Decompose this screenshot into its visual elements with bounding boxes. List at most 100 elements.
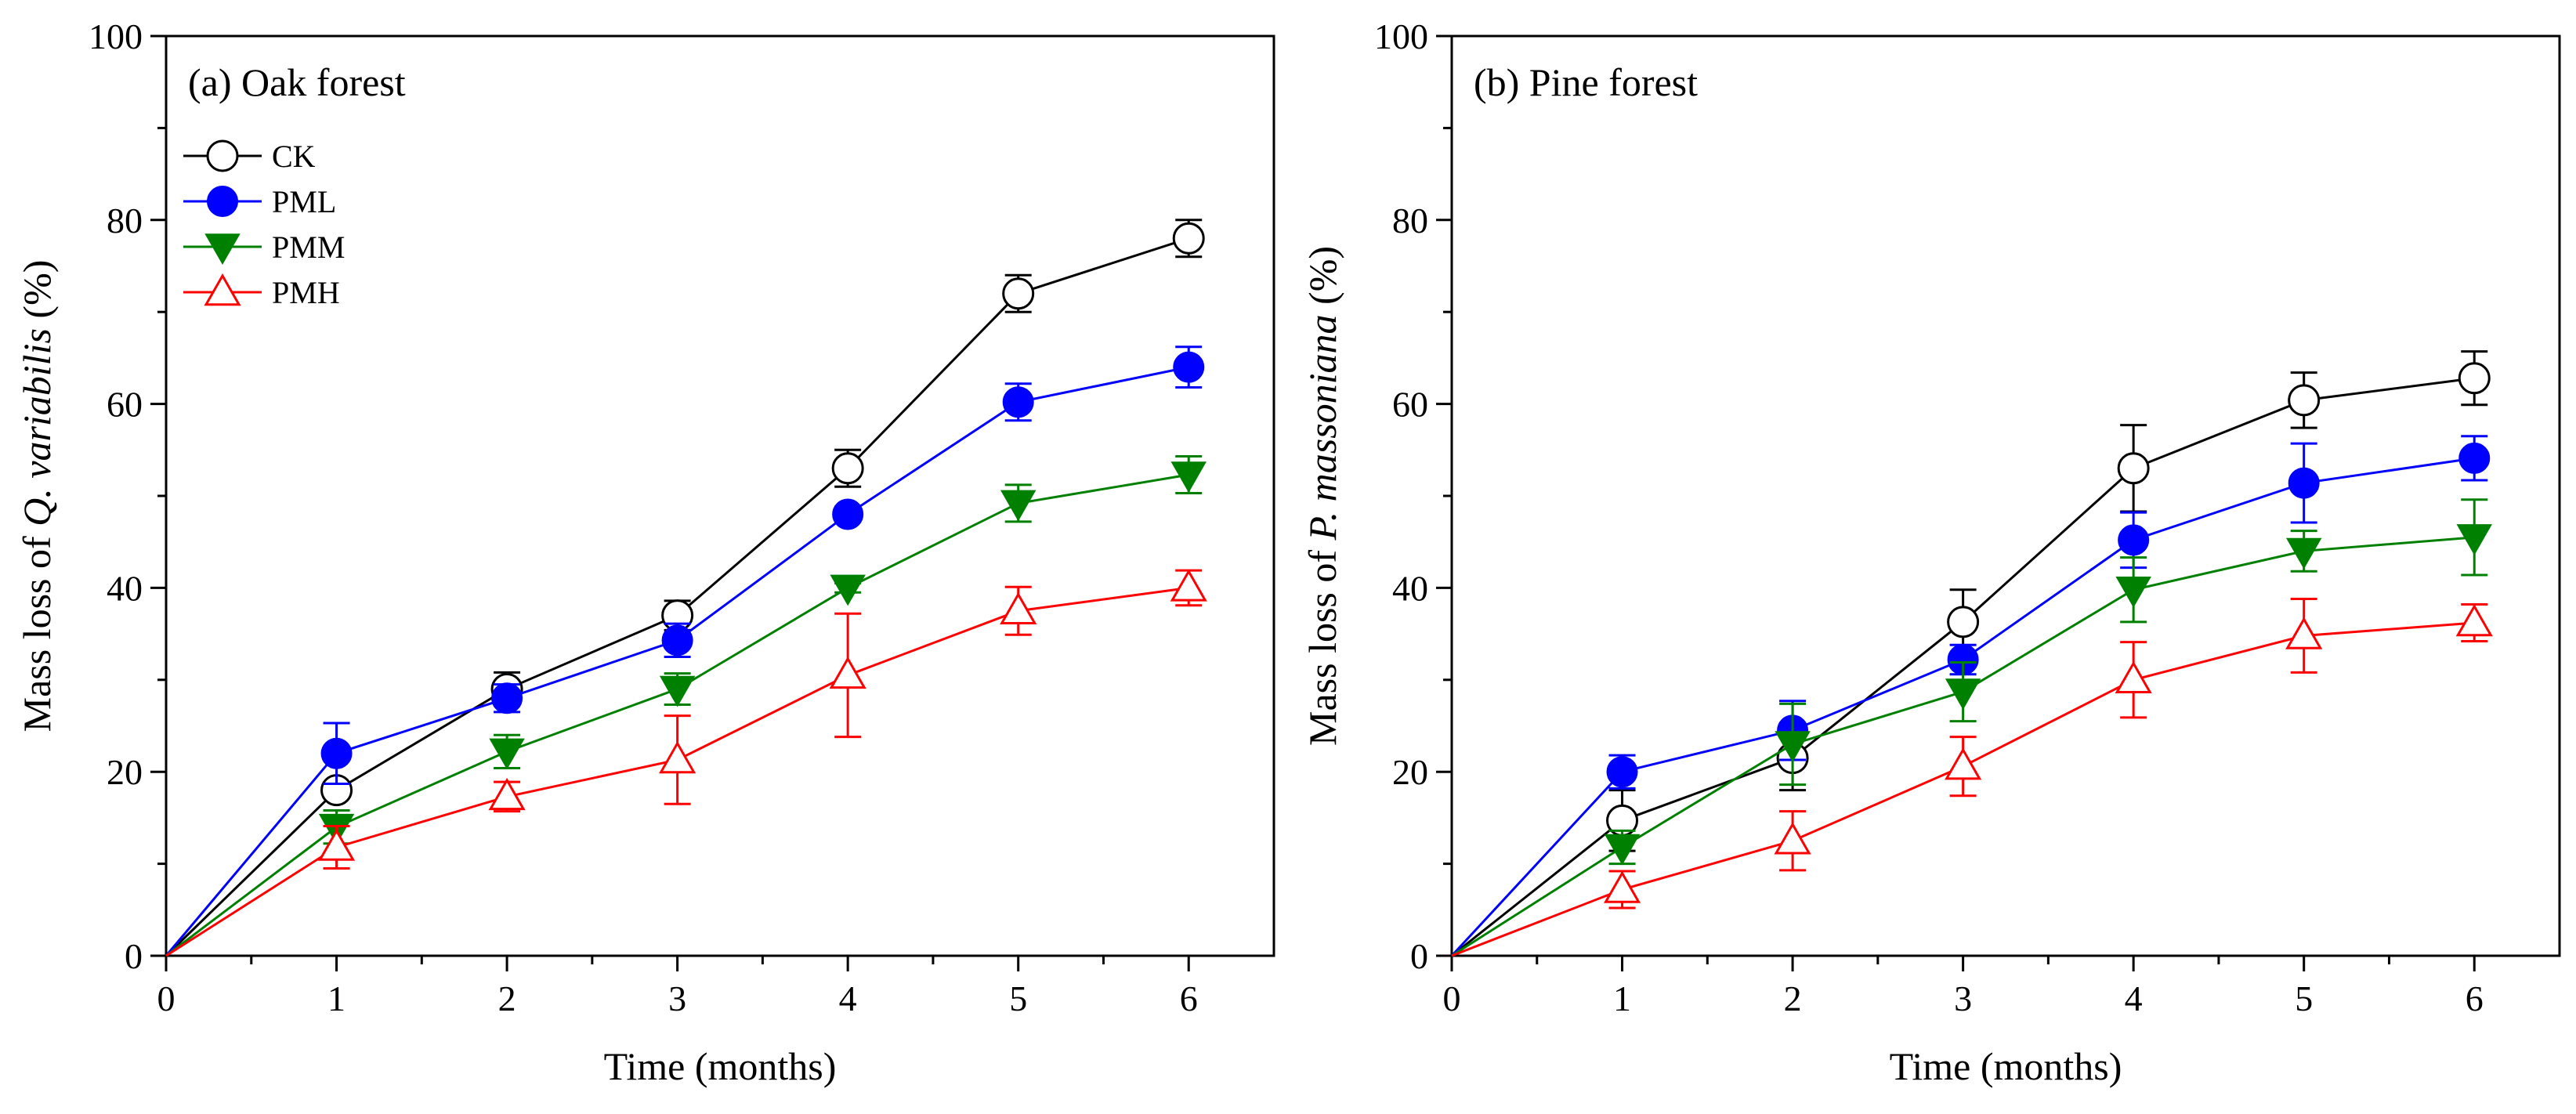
data-point <box>661 624 693 656</box>
series-pmm <box>165 455 1207 957</box>
panel-title: (a) Oak forest <box>188 60 406 104</box>
legend-marker <box>207 186 238 217</box>
data-point <box>1170 461 1207 494</box>
data-point <box>1000 490 1037 522</box>
y-tick-label: 40 <box>107 568 143 608</box>
x-tick-label: 0 <box>157 978 175 1018</box>
data-point <box>2288 467 2320 499</box>
data-point <box>2115 576 2151 608</box>
legend-marker <box>204 233 241 266</box>
legend-marker <box>204 273 241 306</box>
y-axis-title-prefix: Mass loss of <box>15 526 59 732</box>
data-point <box>831 452 864 485</box>
data-point <box>2285 617 2323 649</box>
y-axis-title: Mass loss of Q. variabilis (%) <box>15 260 59 732</box>
y-tick-label: 0 <box>1410 936 1428 976</box>
data-point <box>317 828 356 861</box>
data-point <box>1606 756 1638 788</box>
y-tick-label: 60 <box>107 385 143 425</box>
x-tick-label: 5 <box>2295 978 2313 1018</box>
x-tick-label: 2 <box>1784 978 1802 1018</box>
x-tick-label: 3 <box>668 978 686 1018</box>
x-tick-label: 0 <box>1443 978 1461 1018</box>
y-axis-title-suffix: (%) <box>15 260 59 328</box>
data-point <box>1172 222 1205 255</box>
data-point <box>489 738 525 770</box>
data-point <box>1774 822 1811 855</box>
data-point <box>832 498 864 530</box>
data-point <box>488 777 526 811</box>
data-point <box>2456 524 2492 555</box>
data-point <box>491 682 523 714</box>
data-point <box>2285 537 2322 570</box>
data-point <box>1002 277 1035 310</box>
x-axis-title: Time (months) <box>1890 1044 2122 1088</box>
y-tick-label: 100 <box>1374 16 1428 56</box>
legend-marker <box>206 139 239 172</box>
data-point <box>1775 731 1811 762</box>
legend-label: PMH <box>272 275 340 310</box>
data-point <box>1945 678 1981 711</box>
series-pmh <box>1451 597 2493 957</box>
legend-label: PML <box>272 184 336 219</box>
series-ck <box>1451 350 2491 957</box>
y-tick-label: 20 <box>1392 752 1428 792</box>
x-tick-label: 5 <box>1009 978 1027 1018</box>
x-tick-label: 3 <box>1954 978 1972 1018</box>
legend-label: PMM <box>272 230 345 265</box>
y-tick-label: 0 <box>125 936 143 976</box>
y-tick-label: 40 <box>1392 568 1428 608</box>
y-tick-label: 60 <box>1392 385 1428 425</box>
y-axis-title-species: P. massoniana <box>1301 314 1344 541</box>
data-point <box>320 737 353 769</box>
x-tick-label: 4 <box>839 978 857 1018</box>
series-line <box>165 366 1189 957</box>
series-pml <box>1450 435 2491 957</box>
x-tick-label: 1 <box>1613 978 1631 1018</box>
x-tick-label: 6 <box>1180 978 1198 1018</box>
data-point <box>659 740 696 774</box>
data-point <box>2117 452 2150 485</box>
data-point <box>2458 442 2491 474</box>
data-point <box>2118 524 2150 556</box>
data-point <box>2458 362 2491 395</box>
series-ck <box>165 219 1205 957</box>
x-tick-label: 2 <box>498 978 516 1018</box>
data-point <box>2288 384 2321 417</box>
legend-label: CK <box>272 139 316 174</box>
series-pmh <box>165 569 1207 957</box>
data-point <box>830 574 866 606</box>
series-line <box>165 237 1189 957</box>
x-axis-title: Time (months) <box>604 1044 837 1088</box>
x-tick-label: 4 <box>2125 978 2143 1018</box>
data-point <box>829 656 867 689</box>
x-tick-label: 1 <box>327 978 346 1018</box>
y-tick-label: 80 <box>1392 201 1428 241</box>
y-tick-label: 80 <box>107 201 143 241</box>
data-point <box>1000 591 1037 624</box>
y-axis-title-species: Q. variabilis <box>15 328 59 526</box>
y-tick-label: 100 <box>89 16 143 56</box>
series-pml <box>165 345 1205 957</box>
data-point <box>2455 603 2493 637</box>
y-axis-title: Mass loss of P. massoniana (%) <box>1301 246 1344 746</box>
data-point <box>1604 834 1641 866</box>
series-pmm <box>1451 498 2492 957</box>
panel-title: (b) Pine forest <box>1474 60 1698 104</box>
data-point <box>1173 351 1205 383</box>
x-tick-label: 6 <box>2466 978 2484 1018</box>
data-point <box>2115 660 2152 694</box>
y-axis-title-suffix: (%) <box>1301 246 1344 314</box>
data-point <box>1945 747 1982 780</box>
legend: CK PML PMM PMH <box>183 139 345 310</box>
data-point <box>1603 870 1641 903</box>
y-axis-title-prefix: Mass loss of <box>1301 540 1344 746</box>
data-point <box>659 675 696 707</box>
data-point <box>1002 386 1034 418</box>
y-tick-label: 20 <box>107 752 143 792</box>
data-point <box>1170 569 1207 602</box>
data-point <box>1947 606 1980 638</box>
